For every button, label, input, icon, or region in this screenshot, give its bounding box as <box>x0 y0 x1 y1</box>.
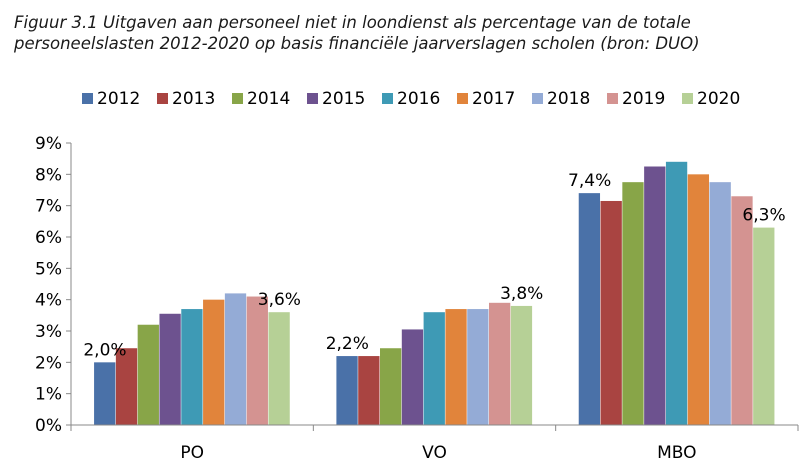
bar-po-2013 <box>115 348 138 425</box>
bar-mbo-2012 <box>578 193 601 425</box>
bar-vo-2017 <box>445 309 467 425</box>
legend-swatch-2016 <box>382 93 393 104</box>
bar-mbo-2018 <box>709 182 731 425</box>
data-labels: 2,0% 3,6% 2,2% 3,8% 7,4% 6,3% <box>83 171 785 360</box>
bar-vo-2014 <box>380 348 402 425</box>
bar-mbo-2020 <box>753 227 775 425</box>
legend-swatch-2018 <box>532 93 543 104</box>
legend-label-2012: 2012 <box>97 89 140 109</box>
y-axis: 0% 1% 2% 3% 4% 5% 6% 7% 8% 9% <box>35 134 72 436</box>
legend-swatch-2020 <box>682 93 693 104</box>
y-tick-label: 8% <box>35 165 62 185</box>
legend-swatch-2013 <box>157 93 168 104</box>
bar-mbo-2013 <box>600 200 622 425</box>
bar-mbo-2016 <box>665 161 688 426</box>
legend-label-2020: 2020 <box>697 89 740 109</box>
legend-swatch-2014 <box>232 93 243 104</box>
bar-mbo-2017 <box>687 174 710 425</box>
bar-mbo-2019 <box>731 196 753 425</box>
figure-title-line-2: personeelslasten 2012-2020 op basis fina… <box>14 34 700 53</box>
bar-vo-2019 <box>489 302 511 425</box>
legend-label-2018: 2018 <box>547 89 590 109</box>
bar-vo-2013 <box>358 356 380 425</box>
bar-po-2018 <box>224 293 247 425</box>
y-tick-label: 5% <box>35 259 62 279</box>
x-tick-label-vo: VO <box>422 443 447 463</box>
y-tick-label: 2% <box>35 353 62 373</box>
legend-label-2015: 2015 <box>322 89 365 109</box>
y-tick-label: 6% <box>35 228 62 248</box>
bar-po-2019 <box>246 296 268 425</box>
legend-swatch-2019 <box>607 93 618 104</box>
data-label-po-2020: 3,6% <box>258 290 301 310</box>
x-axis: PO VO MBO <box>70 424 799 463</box>
legend-label-2017: 2017 <box>472 89 515 109</box>
figure-title: Figuur 3.1 Uitgaven aan personeel niet i… <box>14 12 804 54</box>
y-tick-label: 1% <box>35 385 62 405</box>
bar-vo-2020 <box>510 305 533 425</box>
bar-po-2015 <box>159 313 181 425</box>
bar-vo-2018 <box>467 309 489 425</box>
bar-po-2016 <box>181 309 203 425</box>
data-label-vo-2020: 3,8% <box>500 284 543 304</box>
bar-vo-2015 <box>401 329 424 425</box>
data-label-vo-2012: 2,2% <box>326 334 369 354</box>
y-tick-label: 4% <box>35 291 62 311</box>
data-label-mbo-2012: 7,4% <box>568 171 611 191</box>
bar-mbo-2014 <box>622 182 644 425</box>
bar-vo-2012 <box>336 356 358 425</box>
legend-label-2016: 2016 <box>397 89 440 109</box>
legend: 2012 2013 2014 2015 2016 2017 2018 2019 2020 <box>82 89 740 109</box>
legend-swatch-2015 <box>307 93 318 104</box>
legend-label-2013: 2013 <box>172 89 215 109</box>
x-tick-label-mbo: MBO <box>657 443 696 463</box>
legend-label-2014: 2014 <box>247 89 290 109</box>
legend-swatch-2012 <box>82 93 93 104</box>
data-label-po-2012: 2,0% <box>83 340 126 360</box>
legend-label-2019: 2019 <box>622 89 665 109</box>
y-tick-label: 7% <box>35 197 62 217</box>
bar-po-2017 <box>203 299 225 425</box>
bar-po-2014 <box>137 324 159 425</box>
y-tick-label: 3% <box>35 322 62 342</box>
bar-po-2012 <box>94 362 116 425</box>
data-label-mbo-2020: 6,3% <box>742 206 785 226</box>
figure-title-line-1: Figuur 3.1 Uitgaven aan personeel niet i… <box>14 13 691 32</box>
x-tick-label-po: PO <box>180 443 204 463</box>
bars <box>94 161 775 426</box>
legend-swatch-2017 <box>457 93 468 104</box>
bar-mbo-2015 <box>644 166 666 425</box>
y-tick-label: 0% <box>35 416 62 436</box>
bar-vo-2016 <box>423 312 445 425</box>
bar-po-2020 <box>268 312 290 425</box>
y-tick-label: 9% <box>35 134 62 154</box>
